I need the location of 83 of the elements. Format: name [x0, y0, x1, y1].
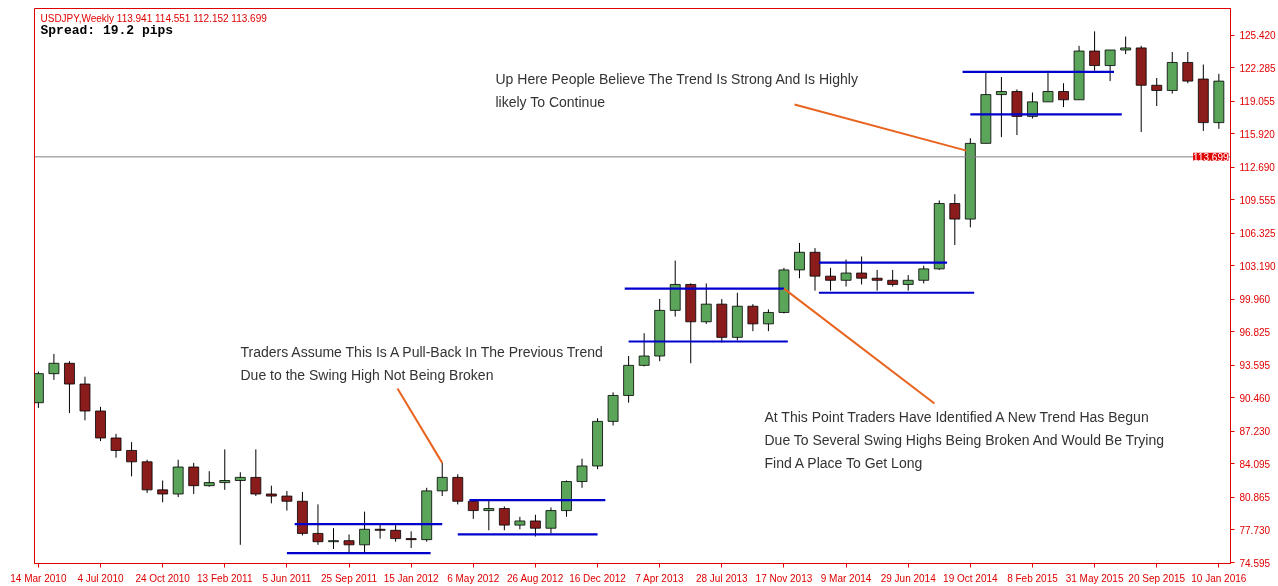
x-tick-label: 15 Jan 2012 — [383, 572, 440, 584]
candlestick — [48, 353, 60, 381]
candlestick — [374, 523, 386, 540]
y-tick-label: 90.460 — [1239, 392, 1271, 404]
annotation: At This Point Traders Have Identified A New Trend Has Begun Due To Several Swing Highs Being Broken And Would Be Trying Find A Place To Get Long — [764, 408, 1164, 471]
x-tick-label: 6 May 2012 — [447, 572, 500, 584]
x-tick-label: 14 Mar 2010 — [10, 572, 67, 584]
x-tick-label: 10 Jan 2016 — [1191, 572, 1247, 584]
candlestick — [219, 448, 231, 491]
y-tick-label: 109.555 — [1239, 194, 1277, 206]
y-tick-label: 103.190 — [1239, 260, 1277, 272]
candlestick — [281, 490, 293, 512]
ref-line-label: 113.699 — [1193, 151, 1229, 163]
x-tick-label: 5 Jun 2011 — [262, 572, 312, 584]
candlestick — [1151, 77, 1163, 107]
x-tick-label: 17 Nov 2013 — [755, 572, 813, 584]
candlestick — [1089, 30, 1100, 72]
candlestick — [250, 448, 262, 497]
y-tick-label: 122.285 — [1239, 62, 1277, 74]
candlestick — [825, 267, 836, 292]
y-tick-label: 80.865 — [1239, 492, 1271, 504]
candlestick — [871, 269, 883, 292]
x-tick-label: 19 Oct 2014 — [943, 572, 999, 584]
y-tick-label: 96.825 — [1239, 326, 1271, 338]
candlestick — [1058, 82, 1069, 108]
x-tick-label: 29 Jun 2014 — [880, 572, 937, 584]
candlestick — [312, 503, 324, 546]
x-tick-label: 28 Jul 2013 — [695, 572, 749, 584]
x-tick-label: 31 May 2015 — [1065, 572, 1124, 584]
y-tick-label: 119.055 — [1239, 96, 1276, 108]
candlestick — [638, 332, 650, 367]
candlestick — [188, 462, 200, 495]
y-tick-label: 87.230 — [1239, 426, 1271, 438]
x-tick-label: 7 Apr 2013 — [635, 572, 685, 584]
x-tick-label: 24 Oct 2010 — [135, 572, 191, 584]
candlestick — [530, 514, 541, 538]
candlestick — [1042, 70, 1054, 103]
candlestick — [747, 303, 759, 332]
candlestick — [1182, 51, 1194, 84]
candlestick — [452, 473, 464, 505]
candlestick — [576, 458, 588, 489]
x-tick-label: 26 Aug 2012 — [507, 572, 564, 584]
y-tick-label: 93.595 — [1239, 360, 1271, 372]
candlestick — [328, 527, 339, 550]
candlestick — [234, 471, 246, 546]
x-tick-label: 13 Feb 2011 — [197, 572, 253, 584]
y-tick-label: 84.095 — [1239, 458, 1271, 470]
candlestick — [498, 505, 510, 531]
x-tick-label: 25 Sep 2011 — [321, 572, 378, 584]
candlestick — [949, 193, 961, 246]
annotation: Traders Assume This Is A Pull-Back In The Previous Trend Due to the Swing High Not Being Broken — [240, 343, 603, 383]
candlestick — [856, 255, 867, 285]
candlestick — [157, 480, 169, 503]
y-tick-label: 112.690 — [1239, 162, 1276, 174]
annotation: Up Here People Believe The Trend Is Strong And Is Highly likely To Continue — [495, 70, 858, 110]
x-tick-label: 4 Jul 2010 — [77, 572, 125, 584]
chart-title: USDJPY,Weekly 113.941 114.551 112.152 113.699 — [40, 12, 268, 24]
x-tick-label: 20 Sep 2015 — [1128, 572, 1186, 584]
candlestick — [545, 506, 557, 534]
candlestick — [840, 259, 852, 288]
y-tick-label: 115.920 — [1239, 128, 1276, 140]
y-tick-label: 125.420 — [1239, 30, 1277, 42]
y-tick-label: 106.325 — [1239, 228, 1277, 240]
candlestick — [514, 516, 526, 530]
candlestick — [126, 441, 137, 477]
y-tick-label: 99.960 — [1239, 294, 1271, 306]
candlestick — [64, 360, 75, 414]
candlestick — [996, 76, 1007, 138]
candlestick — [436, 462, 448, 497]
candlestick — [763, 308, 774, 332]
x-tick-label: 8 Feb 2015 — [1007, 572, 1059, 584]
candlestick — [1104, 49, 1116, 82]
x-tick-label: 16 Dec 2012 — [569, 572, 627, 584]
candlestick — [700, 282, 712, 325]
candlestick — [809, 247, 821, 292]
candlestick — [110, 433, 122, 459]
candlestick — [794, 242, 805, 279]
candlestick — [483, 499, 495, 531]
candlestick — [359, 511, 370, 553]
candlestick — [343, 533, 355, 553]
y-tick-label: 77.730 — [1239, 524, 1271, 536]
x-tick-label: 9 Mar 2014 — [820, 572, 872, 584]
y-tick-label: 74.595 — [1239, 557, 1271, 569]
